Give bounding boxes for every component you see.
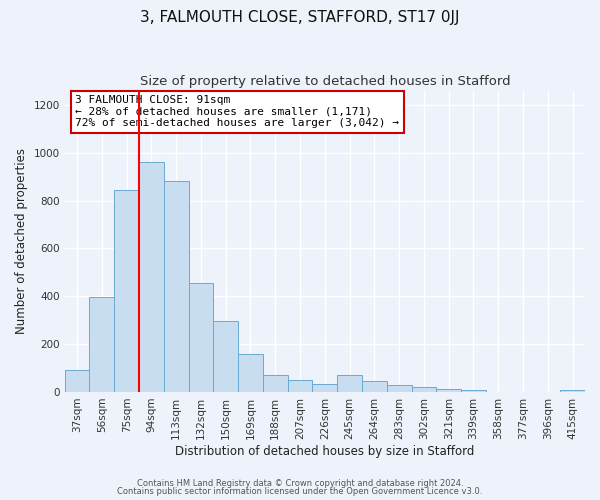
Text: Contains public sector information licensed under the Open Government Licence v3: Contains public sector information licen…	[118, 487, 482, 496]
X-axis label: Distribution of detached houses by size in Stafford: Distribution of detached houses by size …	[175, 444, 475, 458]
Text: 3 FALMOUTH CLOSE: 91sqm
← 28% of detached houses are smaller (1,171)
72% of semi: 3 FALMOUTH CLOSE: 91sqm ← 28% of detache…	[75, 95, 399, 128]
Title: Size of property relative to detached houses in Stafford: Size of property relative to detached ho…	[140, 75, 510, 88]
Y-axis label: Number of detached properties: Number of detached properties	[15, 148, 28, 334]
Bar	[89, 298, 114, 392]
Text: Contains HM Land Registry data © Crown copyright and database right 2024.: Contains HM Land Registry data © Crown c…	[137, 478, 463, 488]
Bar	[188, 283, 214, 392]
Bar	[313, 384, 337, 392]
Bar	[560, 390, 585, 392]
Bar	[337, 375, 362, 392]
Bar	[65, 370, 89, 392]
Bar	[263, 375, 287, 392]
Bar	[362, 381, 387, 392]
Bar	[238, 354, 263, 392]
Bar	[387, 386, 412, 392]
Bar	[461, 390, 486, 392]
Bar	[287, 380, 313, 392]
Text: 3, FALMOUTH CLOSE, STAFFORD, ST17 0JJ: 3, FALMOUTH CLOSE, STAFFORD, ST17 0JJ	[140, 10, 460, 25]
Bar	[139, 162, 164, 392]
Bar	[412, 387, 436, 392]
Bar	[436, 389, 461, 392]
Bar	[214, 322, 238, 392]
Bar	[164, 182, 188, 392]
Bar	[114, 190, 139, 392]
